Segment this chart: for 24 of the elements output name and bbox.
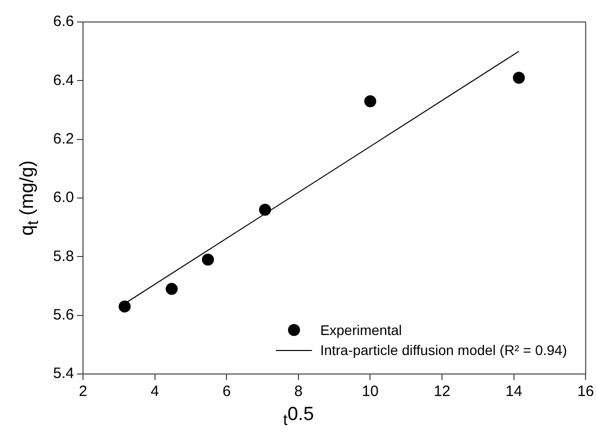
y-tick-label: 5.4	[53, 365, 74, 382]
y-tick-label: 6.4	[53, 72, 74, 89]
x-axis-title: $_{t}$0.5	[282, 404, 315, 430]
point	[259, 204, 272, 216]
point	[512, 72, 525, 84]
point	[364, 95, 376, 108]
x-tick-label: 2	[78, 383, 88, 400]
legend-label: Experimental	[320, 321, 402, 340]
y-tick-label: 6.6	[53, 13, 74, 30]
y-tick-label: 6.2	[53, 130, 74, 148]
x-tick-label: 12	[434, 383, 450, 400]
x-tick-label: 8	[294, 383, 303, 400]
x-tick-label: 14	[506, 383, 522, 400]
y-tick-label: 5.6	[53, 306, 74, 324]
point	[166, 282, 178, 295]
x-tick-label: 6	[222, 383, 231, 400]
point	[202, 254, 214, 266]
point	[118, 300, 131, 313]
y-tick-label: 5.8	[53, 248, 74, 265]
x-tick-label: 4	[150, 383, 159, 400]
x-tick-label: 10	[362, 383, 379, 400]
legend-label: Intra-particle diffusion model (R² = 0.94)	[320, 341, 567, 360]
x-tick-label: 16	[577, 383, 594, 400]
y-tick-label: 6.0	[53, 189, 74, 206]
